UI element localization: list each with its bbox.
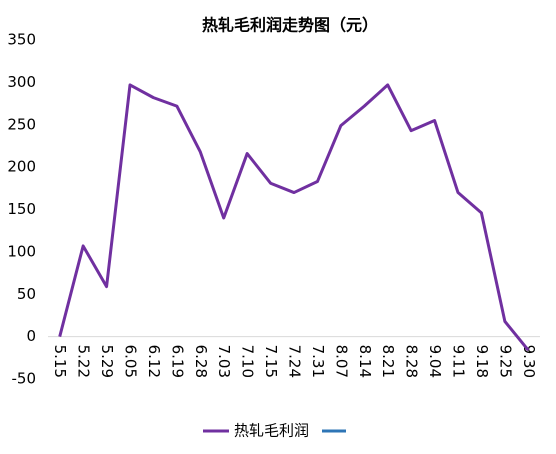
x-tick-label: 6.28 <box>192 345 210 378</box>
x-tick-label: 7.24 <box>286 345 304 378</box>
x-tick-label: 9.30 <box>520 345 538 378</box>
y-tick-label: 200 <box>7 158 36 176</box>
x-tick-label: 5.29 <box>98 345 116 378</box>
y-tick-label: 0 <box>26 327 36 345</box>
x-tick-label: 9.11 <box>450 345 468 378</box>
x-tick-label: 8.14 <box>356 345 374 378</box>
y-tick-label: 250 <box>7 115 36 133</box>
y-tick-label: -50 <box>12 370 37 388</box>
x-tick-label: 7.15 <box>262 345 280 378</box>
legend-label: 热轧毛利润 <box>234 422 309 440</box>
x-tick-label: 5.22 <box>75 345 93 378</box>
x-tick-label: 7.31 <box>309 345 327 378</box>
x-tick-label: 9.25 <box>496 345 514 378</box>
x-tick-label: 8.28 <box>403 345 421 378</box>
x-tick-label: 8.21 <box>379 345 397 378</box>
line <box>58 83 530 352</box>
x-tick-label: 8.07 <box>332 345 350 378</box>
x-tick-label: 5.15 <box>51 345 69 378</box>
y-tick-label: 100 <box>7 242 36 260</box>
y-tick-label: 150 <box>7 200 36 218</box>
x-tick-label: 7.03 <box>215 345 233 378</box>
y-tick-label: 300 <box>7 73 36 91</box>
x-tick-label: 9.04 <box>426 345 444 378</box>
x-tick-label: 6.05 <box>122 345 140 378</box>
chart-title: 热轧毛利润走势图（元） <box>202 16 378 35</box>
y-tick-label: 350 <box>7 31 36 49</box>
y-tick-label: 50 <box>17 285 36 303</box>
x-tick-label: 6.19 <box>168 345 186 378</box>
x-tick-label: 6.12 <box>145 345 163 378</box>
x-tick-label: 9.18 <box>473 345 491 378</box>
x-tick-label: 7.10 <box>239 345 257 378</box>
